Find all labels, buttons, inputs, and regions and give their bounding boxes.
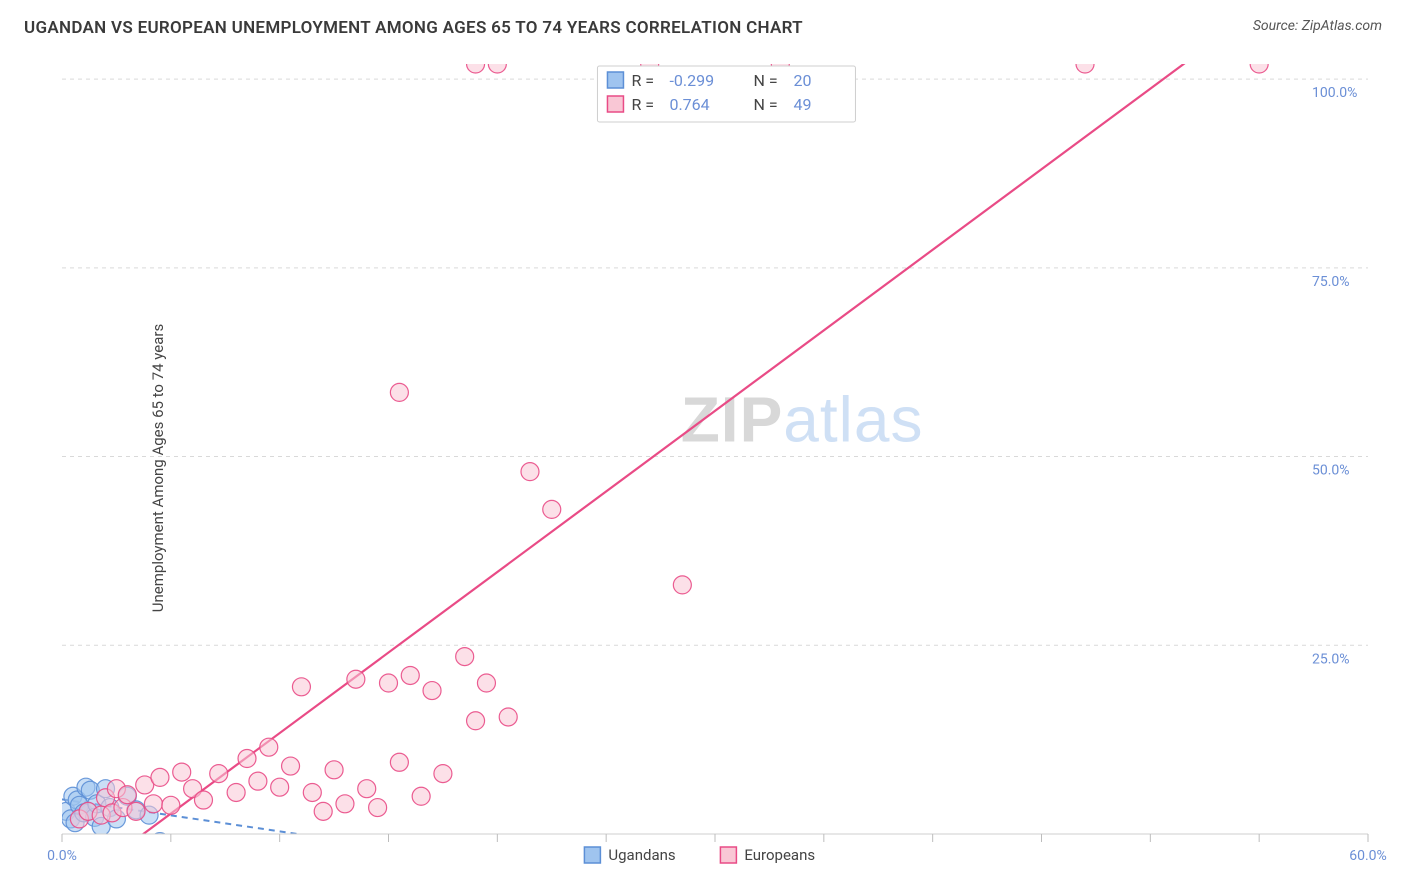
- data-point: [673, 576, 691, 594]
- data-point: [144, 795, 162, 813]
- data-point: [314, 802, 332, 820]
- data-point: [467, 712, 485, 730]
- scatter-chart: ZIPatlas 0.0% 60.0% 25.0% 50.0% 75.0% 100.0% R …: [0, 44, 1406, 892]
- data-point: [467, 55, 485, 73]
- legend-swatch: [584, 847, 600, 863]
- data-point: [118, 786, 136, 804]
- data-point: [292, 678, 310, 696]
- legend-swatch: [607, 96, 623, 112]
- data-point: [456, 648, 474, 666]
- legend-swatch: [720, 847, 736, 863]
- stats-n-value: 49: [793, 95, 811, 114]
- stats-n-value: 20: [793, 71, 811, 90]
- data-point: [521, 463, 539, 481]
- data-point: [271, 778, 289, 796]
- watermark: ZIPatlas: [681, 383, 924, 455]
- stats-r-value: -0.299: [669, 71, 714, 90]
- y-axis-label: Unemployment Among Ages 65 to 74 years: [149, 324, 167, 612]
- data-point: [423, 682, 441, 700]
- data-point: [390, 753, 408, 771]
- data-point: [303, 783, 321, 801]
- data-point: [173, 763, 191, 781]
- y-tick-label: 25.0%: [1312, 651, 1350, 667]
- data-point: [369, 799, 387, 817]
- data-point: [380, 674, 398, 692]
- data-point: [412, 787, 430, 805]
- data-point: [499, 708, 517, 726]
- data-point: [227, 783, 245, 801]
- x-tick-label: 60.0%: [1349, 848, 1387, 864]
- trend-line: [138, 56, 1194, 837]
- data-point: [162, 796, 180, 814]
- stats-n-label: N =: [753, 71, 777, 90]
- data-point: [347, 670, 365, 688]
- y-tick-label: 100.0%: [1312, 85, 1357, 101]
- data-point: [336, 795, 354, 813]
- source-name: ZipAtlas.com: [1302, 18, 1382, 34]
- data-point: [488, 55, 506, 73]
- stats-r-value: 0.764: [669, 95, 709, 114]
- data-point: [249, 772, 267, 790]
- source-prefix: Source:: [1253, 18, 1302, 34]
- data-point: [238, 750, 256, 768]
- legend-label: Europeans: [744, 846, 815, 864]
- data-point: [1250, 55, 1268, 73]
- data-point: [543, 500, 561, 518]
- data-point: [477, 674, 495, 692]
- source-attribution: Source: ZipAtlas.com: [1253, 18, 1382, 34]
- data-point: [401, 666, 419, 684]
- data-point: [151, 768, 169, 786]
- data-point: [1076, 55, 1094, 73]
- legend-label: Ugandans: [608, 846, 675, 864]
- data-point: [194, 791, 212, 809]
- data-point: [282, 757, 300, 775]
- data-point: [127, 802, 145, 820]
- legend-swatch: [607, 72, 623, 88]
- data-point: [260, 738, 278, 756]
- data-point: [210, 765, 228, 783]
- data-point: [358, 780, 376, 798]
- chart-title: UGANDAN VS EUROPEAN UNEMPLOYMENT AMONG A…: [24, 18, 803, 38]
- stats-r-label: R =: [631, 71, 654, 90]
- data-point: [325, 761, 343, 779]
- data-point: [151, 833, 169, 851]
- stats-n-label: N =: [753, 95, 777, 114]
- y-tick-label: 75.0%: [1312, 274, 1350, 290]
- y-tick-label: 50.0%: [1312, 463, 1350, 479]
- data-point: [434, 765, 452, 783]
- data-point: [390, 383, 408, 401]
- x-tick-label: 0.0%: [47, 848, 77, 864]
- stats-r-label: R =: [631, 95, 654, 114]
